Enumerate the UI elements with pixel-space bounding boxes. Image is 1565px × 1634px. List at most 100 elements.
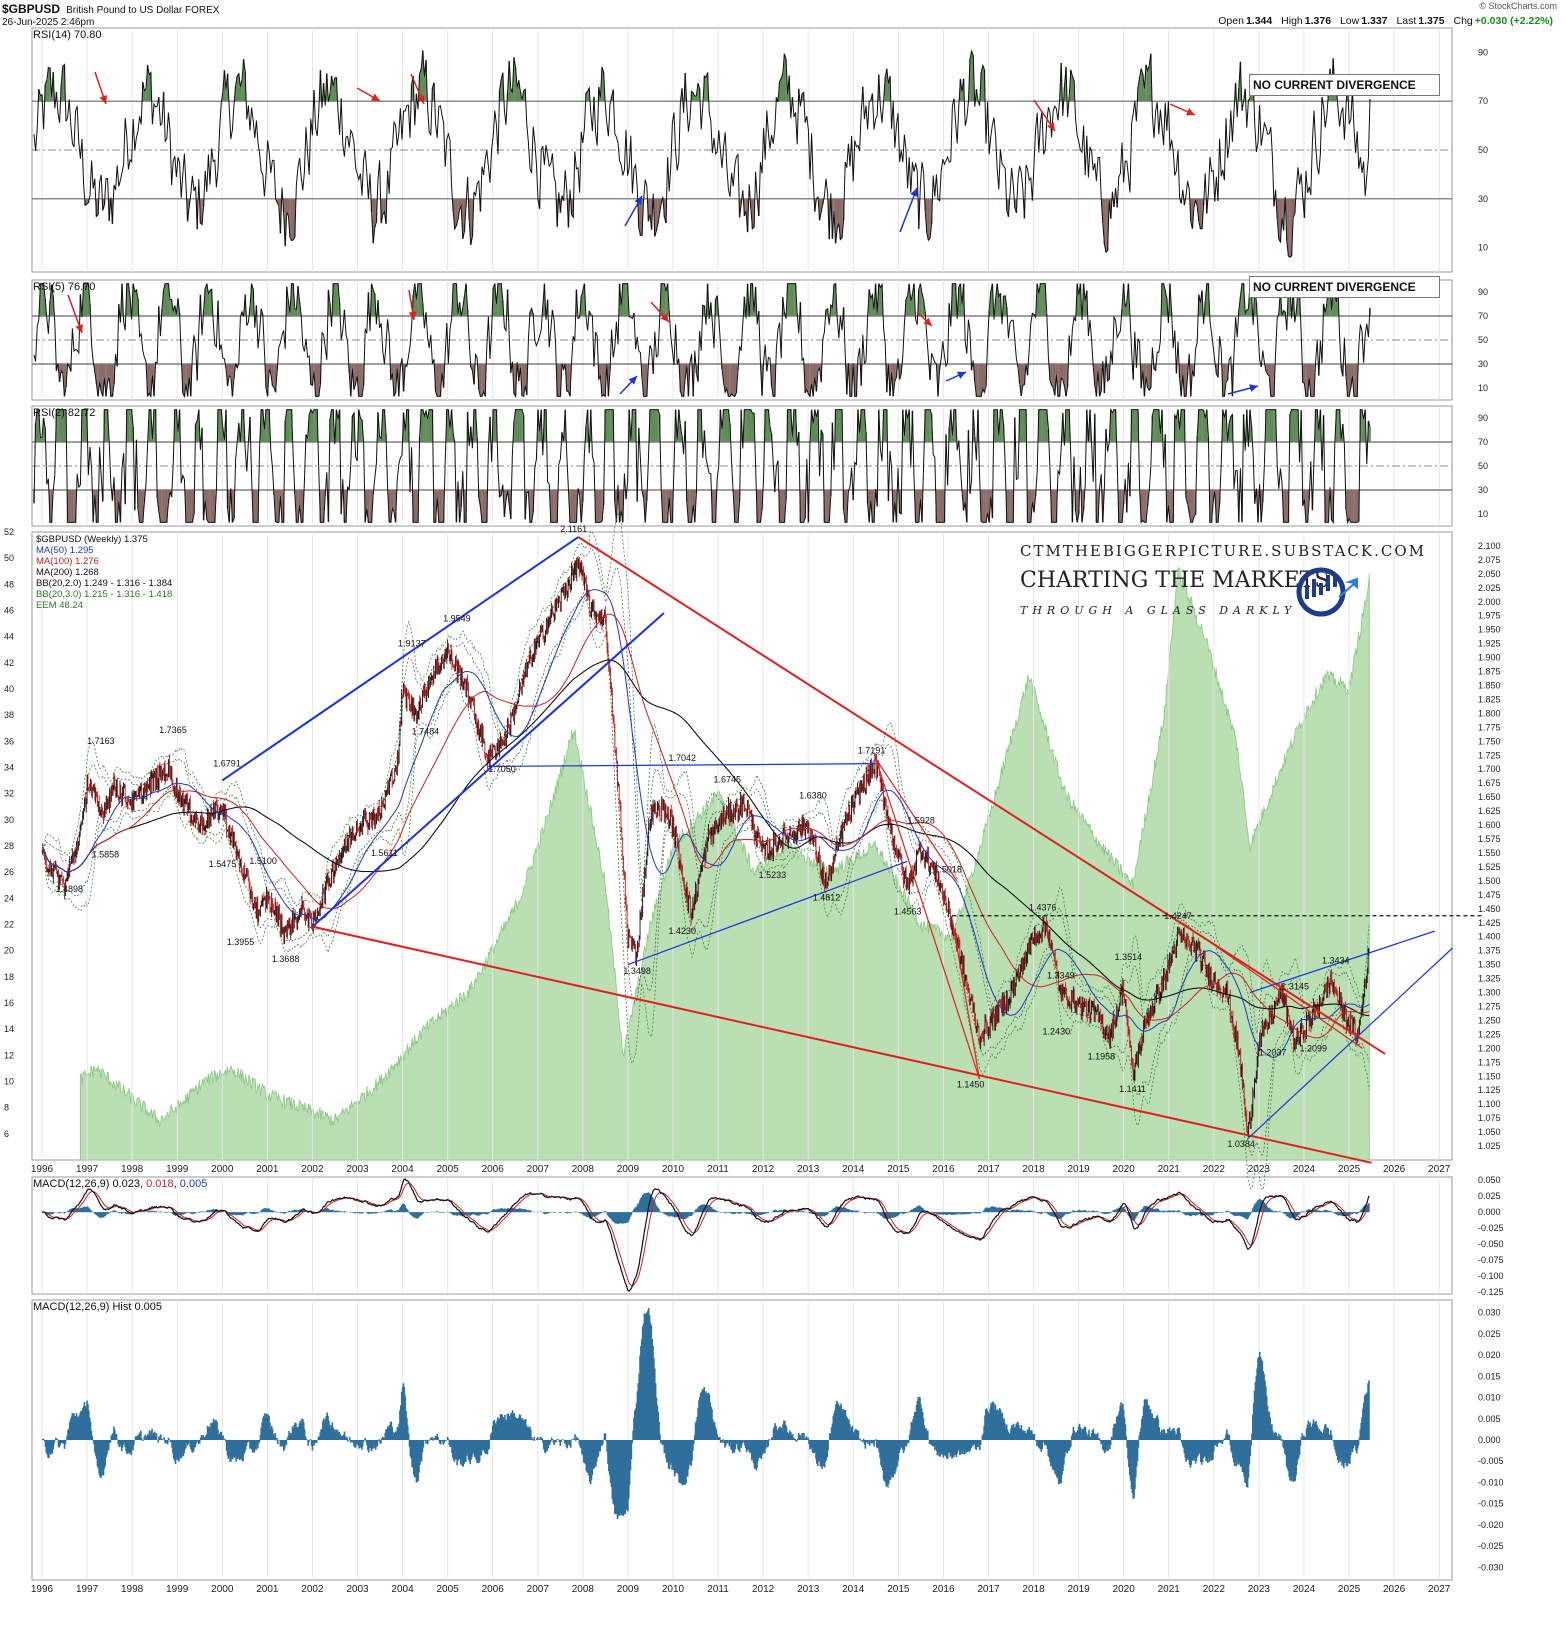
y-tick-label-left: 48: [4, 579, 14, 589]
x-tick-label: 2023: [1248, 1164, 1271, 1175]
macd-signal-value: 0.018: [146, 1178, 174, 1190]
x-tick-label: 2022: [1203, 1584, 1226, 1595]
y-tick-label: 1.900: [1478, 653, 1501, 663]
symbol-label: $GBPUSD: [2, 2, 61, 16]
price-annotation: 1.3498: [623, 966, 651, 976]
y-tick-label: 90: [1478, 413, 1488, 423]
y-tick-label: 1.875: [1478, 667, 1501, 677]
y-tick-label: 1.050: [1478, 1127, 1501, 1137]
y-tick-label: 70: [1478, 437, 1488, 447]
y-tick-label: 1.975: [1478, 611, 1501, 621]
y-tick-label: 1.150: [1478, 1071, 1501, 1081]
price-annotation: 1.2099: [1299, 1044, 1327, 1054]
ohlc-readout: Open 1.344 High 1.376 Low 1.337 Last 1.375 C…: [1218, 15, 1553, 27]
arrow-head: [660, 313, 669, 322]
arrow-head: [628, 376, 637, 385]
y-tick-label-left: 12: [4, 1050, 14, 1060]
y-tick-label: 2.075: [1478, 555, 1501, 565]
price-annotation: 1.7191: [858, 746, 886, 756]
high-value: 1.376: [1304, 15, 1332, 27]
panel-frame-macd: [31, 1176, 1453, 1295]
x-tick-label: 2008: [572, 1164, 595, 1175]
y-tick-label: 10: [1478, 509, 1488, 519]
y-tick-label: 1.825: [1478, 694, 1501, 704]
y-tick-label: 1.275: [1478, 1001, 1501, 1011]
y-tick-label: 1.950: [1478, 625, 1501, 635]
neckline-blue: [488, 763, 876, 768]
x-tick-label: 2019: [1067, 1584, 1090, 1595]
y-tick-label: 90: [1478, 47, 1488, 57]
y-tick-label-left: 10: [4, 1077, 14, 1087]
panel-frame-hist: [31, 1299, 1453, 1581]
rsi14-title: RSI(14) 70.80: [33, 29, 102, 41]
price-annotation: 1.4563: [894, 906, 922, 916]
price-annotation: 1.4230: [668, 926, 696, 936]
y-tick-label: 1.200: [1478, 1043, 1501, 1053]
x-tick-label: 2015: [887, 1584, 910, 1595]
y-tick-label: -0.025: [1478, 1223, 1504, 1233]
price-annotation: 1.4812: [813, 892, 841, 902]
y-tick-label: 1.600: [1478, 820, 1501, 830]
y-tick-label: 0.025: [1478, 1191, 1501, 1201]
x-tick-label: 2009: [617, 1584, 640, 1595]
y-tick-label: 1.750: [1478, 736, 1501, 746]
legend-item: MA(200) 1.268: [36, 567, 99, 578]
y-tick-label: 1.325: [1478, 974, 1501, 984]
x-tick-label: 2027: [1428, 1584, 1451, 1595]
legend-item: BB(20,3.0) 1.215 - 1.316 - 1.418: [36, 589, 173, 600]
y-tick-label-left: 36: [4, 736, 14, 746]
y-tick-label: 2.000: [1478, 597, 1501, 607]
y-tick-label: 2.100: [1478, 541, 1501, 551]
x-tick-label: 1997: [76, 1164, 99, 1175]
bb3-lower: [41, 597, 1370, 1192]
x-tick-label: 2017: [977, 1164, 1000, 1175]
price-annotation: 1.6745: [714, 775, 742, 785]
arrow-head: [634, 196, 642, 205]
y-tick-label: 70: [1478, 311, 1488, 321]
y-tick-label: 1.800: [1478, 708, 1501, 718]
change-value: +0.030 (+2.22%): [1474, 15, 1553, 27]
y-tick-label-left: 42: [4, 658, 14, 668]
price-annotation: 1.3145: [1281, 982, 1309, 992]
price-annotation: 1.4247: [1164, 911, 1192, 921]
trendline-upper-red: [577, 536, 1386, 1055]
y-tick-label: 1.100: [1478, 1099, 1501, 1109]
y-tick-label: 1.450: [1478, 904, 1501, 914]
arrow-head: [408, 311, 417, 320]
y-tick-label: 1.250: [1478, 1015, 1501, 1025]
price-annotation: 1.5475: [209, 859, 237, 869]
brand-title: CHARTING THE MARKETS: [1020, 568, 1330, 593]
y-tick-label-left: 44: [4, 632, 14, 642]
y-tick-label-left: 30: [4, 815, 14, 825]
price-annotation: 1.2430: [1043, 1026, 1071, 1036]
y-tick-label: -0.075: [1478, 1255, 1504, 1265]
legend-item: MA(50) 1.295: [36, 545, 94, 556]
y-tick-label: -0.010: [1478, 1477, 1504, 1487]
price-annotation: 1.3434: [1322, 956, 1350, 966]
y-tick-label: 30: [1478, 485, 1488, 495]
chart-header: $GBPUSD British Pound to US Dollar FOREX: [2, 2, 219, 16]
open-value: 1.344: [1245, 15, 1273, 27]
price-annotation: 1.6791: [213, 758, 241, 768]
price-annotation: 1.7484: [412, 727, 440, 737]
arrow-head: [1047, 122, 1055, 131]
y-tick-label: 1.300: [1478, 988, 1501, 998]
y-tick-label: 50: [1478, 461, 1488, 471]
legend-item: MA(100) 1.276: [36, 556, 99, 567]
falling-line-red-2: [875, 758, 958, 882]
y-tick-label: -0.025: [1478, 1541, 1504, 1551]
ma50-line: [41, 589, 1370, 1059]
y-tick-label: -0.030: [1478, 1562, 1504, 1572]
y-tick-label-left: 8: [4, 1103, 9, 1113]
x-tick-label: 2005: [437, 1584, 460, 1595]
price-annotation: 1.9549: [443, 613, 471, 623]
y-tick-label: 10: [1478, 383, 1488, 393]
x-tick-label: 2021: [1158, 1584, 1181, 1595]
price-annotation: 1.4376: [1029, 902, 1057, 912]
y-tick-label: 1.075: [1478, 1113, 1501, 1123]
x-tick-label: 1999: [166, 1164, 189, 1175]
arrow-head: [923, 317, 932, 326]
x-tick-label: 2004: [391, 1164, 414, 1175]
y-tick-label: -0.005: [1478, 1456, 1504, 1466]
x-tick-label: 2007: [527, 1164, 550, 1175]
